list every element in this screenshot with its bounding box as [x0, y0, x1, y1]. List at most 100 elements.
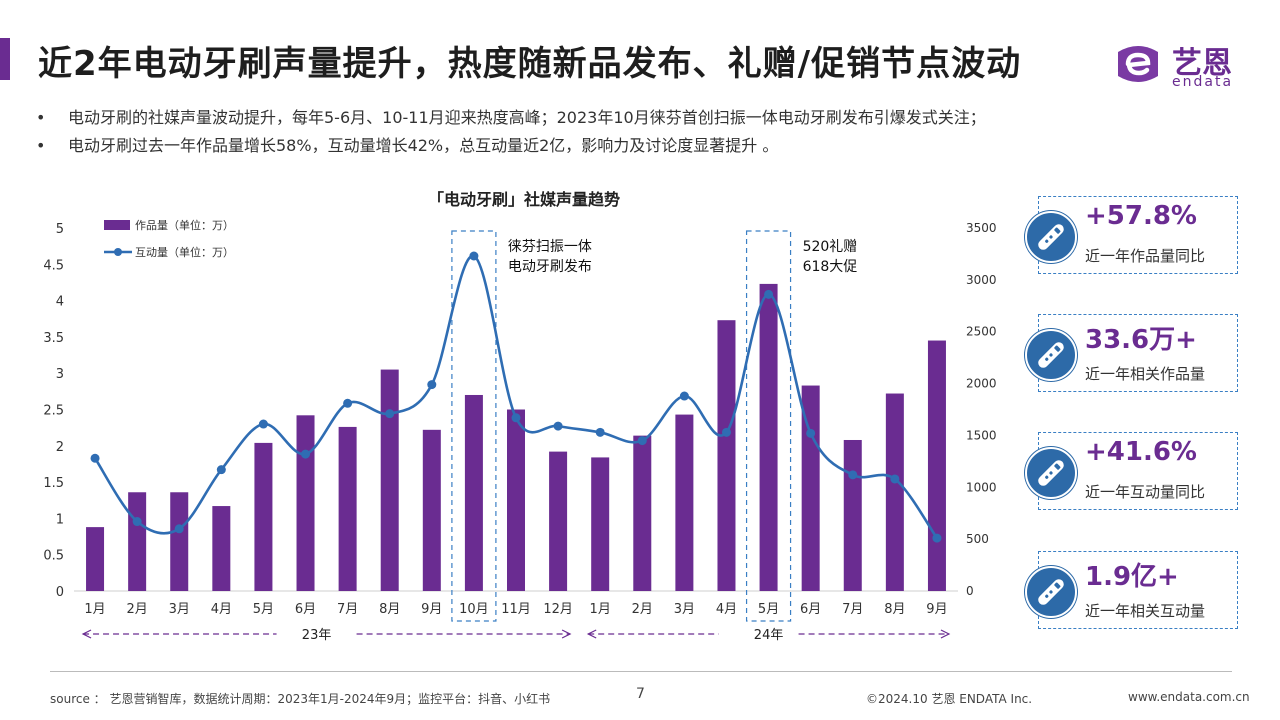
stat-label: 近一年相关互动量 [1085, 602, 1206, 620]
bar [254, 442, 273, 591]
highlight-box [451, 230, 497, 622]
y-left-tick-label: 5 [56, 222, 64, 237]
stat-card: +57.8% 近一年作品量同比 [1025, 196, 1238, 274]
electric-toothbrush-icon [1025, 329, 1077, 381]
stat-card: 33.6万+ 近一年相关作品量 [1025, 314, 1238, 392]
x-tick-label: 10月 [459, 602, 489, 617]
title-accent-bar [0, 38, 10, 80]
line-point [721, 427, 731, 437]
bar [170, 492, 189, 591]
line-point [806, 428, 816, 438]
year-label: 23年 [302, 628, 332, 643]
legend-line-marker [114, 248, 122, 256]
bar [212, 506, 231, 591]
annotation-label: 徕芬扫振一体 [508, 239, 592, 255]
annotation-label: 618大促 [803, 259, 858, 275]
stat-card: +41.6% 近一年互动量同比 [1025, 432, 1238, 510]
legend-bar-swatch [104, 220, 130, 230]
endata-logo: 艺恩 endata [1112, 38, 1242, 90]
endata-logo-mark [1118, 46, 1158, 82]
x-tick-label: 8月 [884, 602, 905, 617]
logo-chinese-text: 艺恩 [1172, 46, 1232, 81]
chart-title: 「电动牙刷」社媒声量趋势 [428, 190, 620, 209]
year-label: 24年 [754, 628, 784, 643]
line-point [90, 453, 100, 463]
line-point [216, 465, 226, 475]
x-tick-label: 3月 [674, 602, 695, 617]
bar [759, 283, 778, 591]
electric-toothbrush-icon [1025, 566, 1077, 618]
bar [633, 435, 652, 591]
bar [507, 409, 525, 591]
stat-label: 近一年作品量同比 [1085, 247, 1206, 265]
y-left-tick-label: 0.5 [43, 549, 64, 564]
y-left-tick-label: 4 [56, 295, 64, 310]
summary-bullet: 电动牙刷的社媒声量波动提升，每年5-6月、10-11月迎来热度高峰；2023年1… [36, 104, 986, 132]
y-right-tick-label: 3000 [966, 273, 997, 287]
arrow-left-icon [81, 629, 92, 639]
x-tick-label: 7月 [842, 602, 863, 617]
x-tick-label: 2月 [632, 602, 653, 617]
bar [801, 385, 820, 591]
line-point [174, 524, 184, 534]
trend-chart: 「电动牙刷」社媒声量趋势 0 0.5 1 1.5 2 2.5 3 3.5 4 4.5 5 0 500 100… [43, 190, 997, 643]
electric-toothbrush-icon [1025, 211, 1077, 263]
arrow-right-icon [561, 629, 572, 639]
x-tick-label: 8月 [379, 602, 400, 617]
stat-value: 1.9亿+ [1085, 562, 1179, 592]
y-right-tick-label: 1500 [966, 428, 997, 442]
arrow-left-icon [586, 629, 597, 639]
x-tick-label: 2月 [127, 602, 148, 617]
footer-source: source ： 艺恩营销智库，数据统计周期：2023年1月-2024年9月；监… [50, 692, 551, 706]
bar [927, 340, 946, 591]
line-point [553, 421, 563, 431]
line-point [932, 533, 942, 543]
bar [128, 492, 147, 591]
stat-value: +57.8% [1085, 201, 1197, 231]
line-point [890, 474, 900, 484]
bar [464, 394, 483, 591]
line-point [132, 517, 142, 527]
y-right-tick-label: 2000 [966, 377, 997, 391]
line-point [258, 419, 268, 429]
bar [422, 429, 441, 591]
line-point [385, 409, 395, 419]
electric-toothbrush-icon [1025, 447, 1077, 499]
bar [86, 527, 105, 591]
y-left-tick-label: 2 [56, 440, 64, 455]
x-tick-label: 4月 [716, 602, 737, 617]
stat-value: 33.6万+ [1085, 325, 1197, 355]
line-point [427, 380, 437, 390]
y-left-tick-label: 1 [56, 512, 64, 527]
x-tick-label: 1月 [590, 602, 611, 617]
x-tick-label: 12月 [543, 602, 573, 617]
highlight-box [745, 230, 792, 622]
x-tick-label: 7月 [337, 602, 358, 617]
stat-value: +41.6% [1085, 437, 1197, 467]
x-tick-label: 9月 [421, 602, 442, 617]
x-tick-label: 6月 [295, 602, 316, 617]
bar [843, 439, 862, 591]
line-point [637, 436, 647, 446]
legend-label: 作品量（单位：万） [135, 218, 234, 232]
y-right-tick-label: 3500 [966, 221, 997, 235]
summary-bullet: 电动牙刷过去一年作品量增长58%，互动量增长42%，总互动量近2亿，影响力及讨论… [36, 132, 986, 160]
x-tick-label: 4月 [211, 602, 232, 617]
y-right-tick-label: 0 [966, 584, 974, 598]
bar [338, 426, 357, 591]
x-tick-label: 1月 [84, 602, 105, 617]
y-left-tick-label: 0 [56, 585, 64, 600]
line-point [679, 391, 689, 401]
x-tick-label: 11月 [501, 602, 531, 617]
footer-copyright: ©2024.10 艺恩 ENDATA Inc. [866, 692, 1033, 706]
y-right-tick-label: 1000 [966, 480, 997, 494]
bar [885, 393, 904, 591]
x-tick-label: 9月 [926, 602, 947, 617]
annotation-label: 520礼赠 [803, 239, 858, 255]
line-point [848, 470, 858, 480]
page-title: 近2年电动牙刷声量提升，热度随新品发布、礼赠/促销节点波动 [38, 44, 1022, 84]
bar [717, 320, 736, 591]
bar [549, 451, 568, 591]
y-left-tick-label: 1.5 [43, 476, 64, 491]
y-right-tick-label: 2500 [966, 325, 997, 339]
